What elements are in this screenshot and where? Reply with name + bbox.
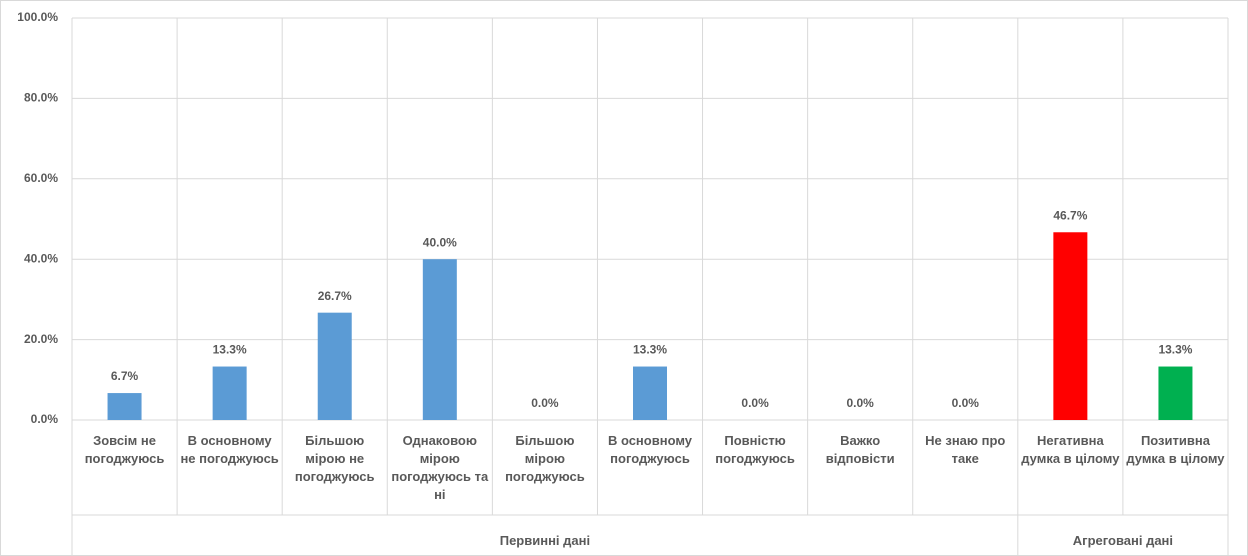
y-tick-label: 0.0% [31,412,59,426]
bar [1053,232,1088,420]
data-label: 13.3% [213,343,247,357]
data-label: 0.0% [531,396,559,410]
y-tick-label: 20.0% [24,332,58,346]
x-tick-label: Однаковою мірою погоджуюсь та ні [391,433,489,502]
data-label: 6.7% [111,369,139,383]
x-tick-label: В основному погоджуюсь [607,433,693,466]
data-label: 0.0% [741,396,769,410]
x-tick-label: Не знаю про таке [925,433,1006,466]
bar [422,259,457,420]
bar [107,393,142,420]
data-label: 46.7% [1053,208,1087,222]
y-tick-label: 80.0% [24,91,58,105]
x-tick-label: Позитивна думка в цілому [1126,433,1225,466]
x-tick-label: Негативна думка в цілому [1021,433,1120,466]
x-tick-label: Повністю погоджуюсь [715,433,795,466]
x-tick-label: Важко відповісти [825,433,895,466]
x-tick-label: Більшою мірою не погоджуюсь [294,433,375,484]
bar [317,312,352,420]
group-label: Агреговані дані [1072,533,1174,548]
group-label: Первинні дані [499,533,591,548]
y-tick-label: 100.0% [17,10,58,24]
data-label: 0.0% [847,396,875,410]
bar [212,366,247,420]
data-label: 26.7% [318,289,352,303]
bar [1158,366,1193,420]
data-label: 13.3% [633,343,667,357]
x-tick-label: Зовсім не погоджуюсь [84,433,165,466]
x-tick-label: В основному не погоджуюсь [180,433,279,466]
bar [633,366,667,420]
y-tick-label: 60.0% [24,171,58,185]
x-tick-label: Більшою мірою погоджуюсь [505,433,585,484]
data-label: 40.0% [423,235,457,249]
data-label: 13.3% [1158,343,1192,357]
data-label: 0.0% [952,396,980,410]
y-tick-label: 40.0% [24,251,58,265]
